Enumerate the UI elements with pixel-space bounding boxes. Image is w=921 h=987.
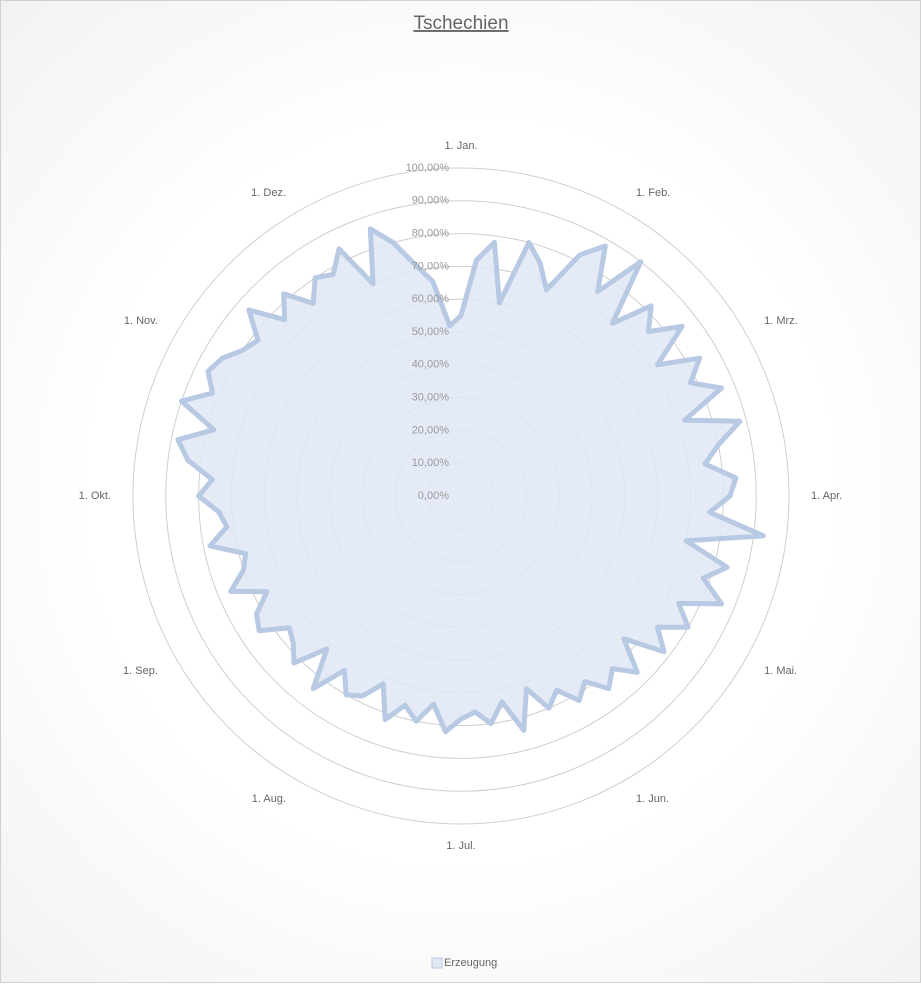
legend-swatch: [431, 957, 443, 969]
category-label: 1. Jan.: [444, 140, 477, 152]
y-tick-label: 20,00%: [412, 424, 450, 436]
chart-title: Tschechien: [413, 13, 508, 34]
grid-circle: [132, 167, 790, 825]
category-label: 1. Aug.: [252, 793, 286, 805]
category-label: 1. Jun.: [636, 793, 669, 805]
category-label: 1. Nov.: [124, 315, 158, 327]
y-tick-label: 10,00%: [412, 457, 450, 469]
y-tick-label: 60,00%: [412, 293, 450, 305]
category-label: 1. Jul.: [446, 840, 475, 852]
category-label: 1. Sep.: [123, 665, 158, 677]
radar-area: [175, 226, 766, 735]
category-label: 1. Mrz.: [764, 315, 798, 327]
grid-circle: [165, 200, 757, 792]
y-tick-label: 90,00%: [412, 195, 450, 207]
legend-label: Erzeugung: [444, 957, 497, 969]
y-tick-label: 80,00%: [412, 228, 450, 240]
y-tick-label: 100,00%: [406, 162, 450, 174]
y-tick-label: 0,00%: [418, 490, 449, 502]
category-label: 1. Dez.: [251, 187, 286, 199]
y-tick-label: 70,00%: [412, 260, 450, 272]
y-tick-label: 40,00%: [412, 359, 450, 371]
category-label: 1. Apr.: [811, 490, 842, 502]
y-tick-label: 30,00%: [412, 392, 450, 404]
category-label: 1. Feb.: [636, 187, 670, 199]
y-tick-label: 50,00%: [412, 326, 450, 338]
category-label: 1. Okt.: [79, 490, 111, 502]
category-label: 1. Mai.: [764, 665, 797, 677]
